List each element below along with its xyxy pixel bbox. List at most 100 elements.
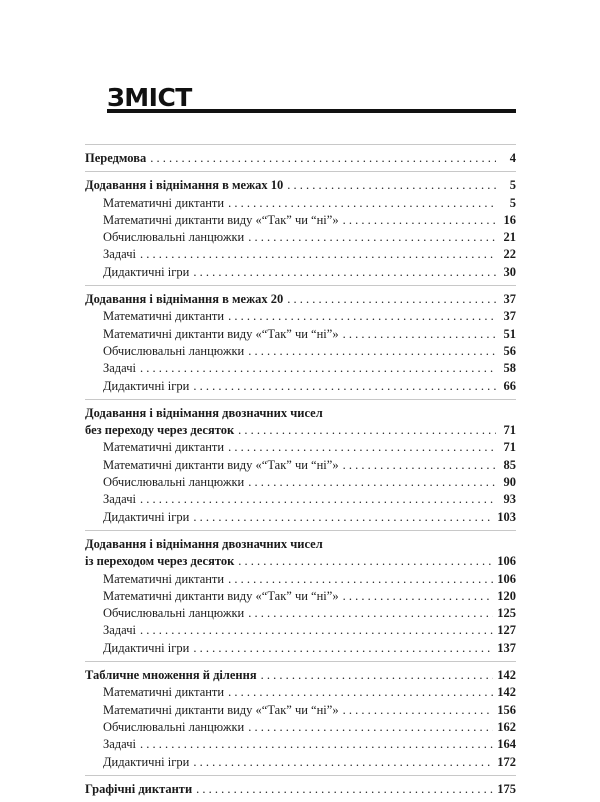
toc-section: Графічні диктанти 175 xyxy=(85,774,516,802)
dot-leader xyxy=(248,719,493,736)
dot-leader xyxy=(238,422,496,439)
page-number: 175 xyxy=(497,781,516,796)
toc-subentry[interactable]: Обчислювальні ланцюжки 21 xyxy=(85,229,516,246)
table-of-contents: Передмова 4 Додавання і віднімання в межах… xyxy=(85,144,516,802)
page-number: 37 xyxy=(503,292,517,307)
entry-title: без переходу через десяток xyxy=(85,423,235,438)
dot-leader xyxy=(248,343,496,360)
toc-section: Табличне множення й ділення142Математичн… xyxy=(85,661,516,775)
toc-subentry[interactable]: Дидактичні ігри 172 xyxy=(85,754,516,771)
entry-title: Математичні диктанти xyxy=(103,685,225,700)
page-number: 103 xyxy=(497,509,516,524)
page-number: 172 xyxy=(497,754,516,769)
toc-subentry[interactable]: Математичні диктанти 142 xyxy=(85,684,516,701)
dot-leader xyxy=(228,571,493,588)
entry-title: Додавання і віднімання в межах 10 xyxy=(85,178,284,193)
dot-leader xyxy=(193,754,493,771)
page-number: 5 xyxy=(509,195,516,210)
entry-title: Задачі xyxy=(103,361,136,376)
toc-subentry[interactable]: Математичні диктанти 5 xyxy=(85,195,516,212)
dot-leader xyxy=(238,553,493,570)
toc-subentry[interactable]: Математичні диктанти виду «“Так” чи “ні”… xyxy=(85,702,516,719)
entry-title: Обчислювальні ланцюжки xyxy=(103,719,245,734)
entry-title: Передмова xyxy=(85,151,147,165)
dot-leader xyxy=(248,605,493,622)
page-number: 90 xyxy=(503,475,517,490)
toc-entry[interactable]: із переходом через десяток 106 xyxy=(85,553,516,570)
toc-subentry[interactable]: Дидактичні ігри 30 xyxy=(85,264,516,281)
page-number: 127 xyxy=(497,623,516,638)
toc-subentry[interactable]: Обчислювальні ланцюжки 162 xyxy=(85,719,516,736)
toc-subentry[interactable]: Математичні диктанти 37 xyxy=(85,308,516,325)
page-number: 71 xyxy=(503,423,517,438)
entry-title: Додавання і віднімання двозначних чисел xyxy=(85,536,323,551)
dot-leader xyxy=(140,491,496,508)
title-rule xyxy=(107,109,516,113)
entry-title: Математичні диктанти xyxy=(103,571,225,586)
dot-leader xyxy=(343,457,496,474)
toc-subentry[interactable]: Обчислювальні ланцюжки 56 xyxy=(85,343,516,360)
toc-entry[interactable]: Передмова 4 xyxy=(85,150,516,167)
entry-title: Математичні диктанти виду «“Так” чи “ні”… xyxy=(103,588,339,603)
entry-title: Математичні диктанти xyxy=(103,440,225,455)
toc-subentry[interactable]: Задачі 58 xyxy=(85,360,516,377)
dot-leader xyxy=(248,229,496,246)
toc-subentry[interactable]: Обчислювальні ланцюжки 90 xyxy=(85,474,516,491)
page-number: 30 xyxy=(503,264,517,279)
dot-leader xyxy=(193,378,496,395)
dot-leader xyxy=(150,150,496,167)
entry-title: Задачі xyxy=(103,492,136,507)
toc-section: Додавання і віднімання двозначних чисел і… xyxy=(85,529,516,661)
dot-leader xyxy=(228,439,496,456)
toc-subentry[interactable]: Математичні диктанти виду «“Так” чи “ні”… xyxy=(85,457,516,474)
toc-entry[interactable]: Додавання і віднімання в межах 10 5 xyxy=(85,177,516,194)
dot-leader xyxy=(343,588,494,605)
page-number: 85 xyxy=(503,457,517,472)
dot-leader xyxy=(287,291,496,308)
toc-subentry[interactable]: Задачі 127 xyxy=(85,622,516,639)
toc-subentry[interactable]: Дидактичні ігри 66 xyxy=(85,378,516,395)
toc-subentry[interactable]: Математичні диктанти виду «“Так” чи “ні”… xyxy=(85,588,516,605)
entry-title: Дидактичні ігри xyxy=(103,509,190,524)
entry-title: Дидактичні ігри xyxy=(103,754,190,769)
toc-subentry[interactable]: Задачі 93 xyxy=(85,491,516,508)
dot-leader xyxy=(228,308,496,325)
entry-title: Математичні диктанти xyxy=(103,195,225,210)
dot-leader xyxy=(228,195,496,212)
toc-entry[interactable]: без переходу через десяток 71 xyxy=(85,422,516,439)
dot-leader xyxy=(140,736,493,753)
dot-leader xyxy=(140,360,496,377)
dot-leader xyxy=(228,684,493,701)
entry-title: із переходом через десяток xyxy=(85,554,235,569)
page-number: 120 xyxy=(497,588,516,603)
toc-subentry[interactable]: Обчислювальні ланцюжки 125 xyxy=(85,605,516,622)
toc-subentry[interactable]: Математичні диктанти виду «“Так” чи “ні”… xyxy=(85,326,516,343)
toc-subentry[interactable]: Математичні диктанти 71 xyxy=(85,439,516,456)
toc-entry[interactable]: Табличне множення й ділення 142 xyxy=(85,667,516,684)
toc-entry[interactable]: Додавання і віднімання двозначних чисел xyxy=(85,405,516,422)
toc-subentry[interactable]: Дидактичні ігри 137 xyxy=(85,640,516,657)
dot-leader xyxy=(193,509,493,526)
entry-title: Математичні диктанти виду «“Так” чи “ні”… xyxy=(103,326,339,341)
toc-entry[interactable]: Додавання і віднімання в межах 20 37 xyxy=(85,291,516,308)
dot-leader xyxy=(140,622,493,639)
dot-leader xyxy=(343,212,496,229)
entry-title: Додавання і віднімання двозначних чисел xyxy=(85,405,323,420)
toc-entry[interactable]: Графічні диктанти 175 xyxy=(85,781,516,798)
toc-entry[interactable]: Додавання і віднімання двозначних чисел xyxy=(85,536,516,553)
entry-title: Обчислювальні ланцюжки xyxy=(103,230,245,245)
toc-subentry[interactable]: Задачі 164 xyxy=(85,736,516,753)
dot-leader xyxy=(193,640,493,657)
toc-subentry[interactable]: Дидактичні ігри 103 xyxy=(85,509,516,526)
page-number: 93 xyxy=(503,492,517,507)
page-number: 162 xyxy=(497,719,516,734)
page-number: 164 xyxy=(497,737,516,752)
toc-subentry[interactable]: Математичні диктанти 106 xyxy=(85,571,516,588)
page-number: 4 xyxy=(509,151,516,165)
toc-subentry[interactable]: Задачі 22 xyxy=(85,246,516,263)
toc-section: Передмова 4 xyxy=(85,144,516,171)
page-number: 16 xyxy=(503,212,517,227)
toc-subentry[interactable]: Математичні диктанти виду «“Так” чи “ні”… xyxy=(85,212,516,229)
entry-title: Графічні диктанти xyxy=(85,781,193,796)
page-number: 125 xyxy=(497,606,516,621)
